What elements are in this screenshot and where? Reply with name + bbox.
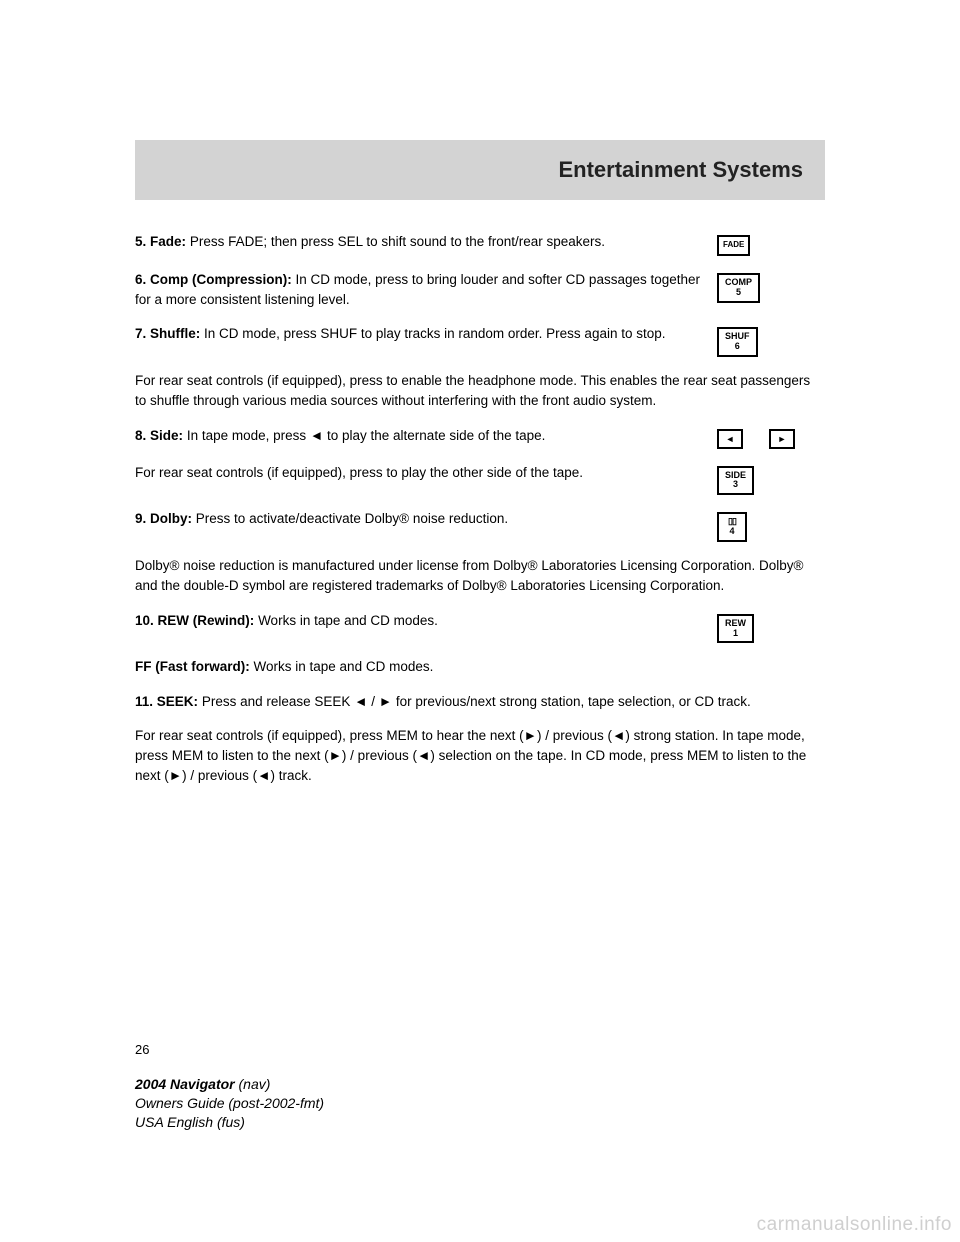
item-11-note: For rear seat controls (if equipped), pr… — [135, 726, 825, 787]
item-5: 5. Fade: Press FADE; then press SEL to s… — [135, 232, 825, 256]
item-10: 10. REW (Rewind): Works in tape and CD m… — [135, 611, 825, 644]
item-number: 9. — [135, 511, 146, 526]
item-number: 10. — [135, 613, 154, 628]
item-6: 6. Comp (Compression): In CD mode, press… — [135, 270, 825, 311]
item-desc: In CD mode, press SHUF to play tracks in… — [204, 326, 665, 341]
page-number: 26 — [135, 1042, 149, 1057]
button-cell: FADE — [717, 232, 825, 256]
page-content: Entertainment Systems 5. Fade: Press FAD… — [135, 140, 825, 801]
item-9-note: Dolby® noise reduction is manufactured u… — [135, 556, 825, 597]
item-7-note: For rear seat controls (if equipped), pr… — [135, 371, 825, 412]
item-label: Fade: — [150, 234, 186, 249]
item-9: 9. Dolby: Press to activate/deactivate D… — [135, 509, 825, 542]
item-desc: Press FADE; then press SEL to shift soun… — [190, 234, 605, 249]
item-number: 6. — [135, 272, 146, 287]
item-desc: Works in tape and CD modes. — [254, 659, 434, 674]
button-cell: REW 1 — [717, 611, 825, 644]
item-label: Dolby: — [150, 511, 192, 526]
footer-line-2: Owners Guide (post-2002-fmt) — [135, 1094, 324, 1113]
item-number: 5. — [135, 234, 146, 249]
side-button-icon: SIDE 3 — [717, 466, 754, 496]
dolby-button-icon: ▯▯ 4 — [717, 512, 747, 542]
item-number: 11. — [135, 694, 153, 709]
shuf-button-icon: SHUF 6 — [717, 327, 758, 357]
item-8: 8. Side: In tape mode, press ◄ to play t… — [135, 426, 825, 449]
footer-line-3: USA English (fus) — [135, 1113, 324, 1132]
watermark: carmanualsonline.info — [757, 1214, 952, 1236]
item-label: Comp (Compression): — [150, 272, 292, 287]
footer: 2004 Navigator (nav) Owners Guide (post-… — [135, 1075, 324, 1132]
item-label: FF (Fast forward): — [135, 659, 250, 674]
button-cell: COMP 5 — [717, 270, 825, 303]
section-header: Entertainment Systems — [135, 140, 825, 200]
comp-button-icon: COMP 5 — [717, 273, 760, 303]
rew-button-icon: REW 1 — [717, 614, 754, 644]
arrow-buttons: ◄ ► — [717, 429, 795, 449]
item-11: 11. SEEK: Press and release SEEK ◄ / ► f… — [135, 692, 825, 712]
button-cell: SHUF 6 — [717, 324, 825, 357]
button-cell: ◄ ► — [717, 426, 825, 449]
button-cell: ▯▯ 4 — [717, 509, 825, 542]
item-10b: FF (Fast forward): Works in tape and CD … — [135, 657, 825, 677]
left-arrow-icon: ◄ — [717, 429, 743, 449]
item-desc: Press to activate/deactivate Dolby® nois… — [196, 511, 508, 526]
item-desc: In tape mode, press ◄ to play the altern… — [187, 428, 546, 443]
item-8-note: For rear seat controls (if equipped), pr… — [135, 463, 825, 496]
fade-button-icon: FADE — [717, 235, 750, 256]
item-number: 7. — [135, 326, 146, 341]
item-label: Shuffle: — [150, 326, 200, 341]
item-7: 7. Shuffle: In CD mode, press SHUF to pl… — [135, 324, 825, 357]
item-label: REW (Rewind): — [158, 613, 255, 628]
item-desc: Press and release SEEK ◄ / ► for previou… — [202, 694, 751, 709]
footer-line-1: 2004 Navigator (nav) — [135, 1075, 324, 1094]
item-desc: For rear seat controls (if equipped), pr… — [135, 463, 717, 483]
item-desc: Works in tape and CD modes. — [258, 613, 438, 628]
item-number: 8. — [135, 428, 146, 443]
button-cell: SIDE 3 — [717, 463, 825, 496]
item-label: SEEK: — [157, 694, 198, 709]
item-label: Side: — [150, 428, 183, 443]
right-arrow-icon: ► — [769, 429, 795, 449]
section-title: Entertainment Systems — [558, 157, 803, 183]
